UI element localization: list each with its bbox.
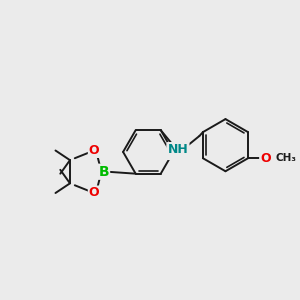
Text: O: O [89,144,99,157]
Text: O: O [89,187,99,200]
Text: NH: NH [168,143,188,156]
Text: O: O [260,152,271,165]
Text: B: B [98,165,109,179]
Text: N: N [167,145,179,159]
Text: CH₃: CH₃ [275,153,296,163]
